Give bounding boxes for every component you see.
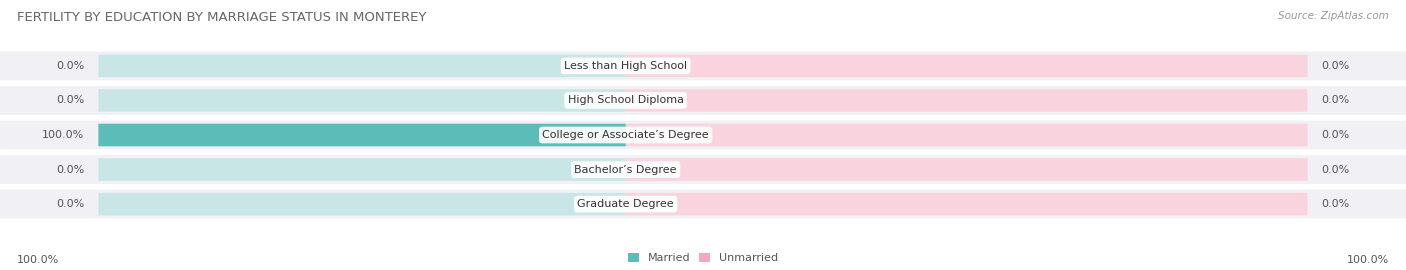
Text: 100.0%: 100.0%: [17, 255, 59, 265]
Text: 0.0%: 0.0%: [56, 61, 84, 71]
FancyBboxPatch shape: [98, 89, 626, 112]
Text: High School Diploma: High School Diploma: [568, 95, 683, 106]
Text: 0.0%: 0.0%: [1322, 164, 1350, 175]
Text: FERTILITY BY EDUCATION BY MARRIAGE STATUS IN MONTEREY: FERTILITY BY EDUCATION BY MARRIAGE STATU…: [17, 11, 426, 24]
Text: 0.0%: 0.0%: [1322, 61, 1350, 71]
FancyBboxPatch shape: [98, 124, 626, 146]
FancyBboxPatch shape: [98, 158, 626, 181]
Text: Less than High School: Less than High School: [564, 61, 688, 71]
Text: 0.0%: 0.0%: [56, 95, 84, 106]
FancyBboxPatch shape: [0, 86, 1406, 115]
Text: Bachelor’s Degree: Bachelor’s Degree: [575, 164, 676, 175]
FancyBboxPatch shape: [0, 121, 1406, 149]
FancyBboxPatch shape: [626, 193, 1308, 215]
Text: 0.0%: 0.0%: [56, 164, 84, 175]
FancyBboxPatch shape: [626, 158, 1308, 181]
Text: 100.0%: 100.0%: [42, 130, 84, 140]
FancyBboxPatch shape: [626, 55, 1308, 77]
Text: College or Associate’s Degree: College or Associate’s Degree: [543, 130, 709, 140]
Text: 0.0%: 0.0%: [1322, 130, 1350, 140]
Text: 0.0%: 0.0%: [1322, 95, 1350, 106]
FancyBboxPatch shape: [626, 124, 1308, 146]
Text: 100.0%: 100.0%: [1347, 255, 1389, 265]
Text: Source: ZipAtlas.com: Source: ZipAtlas.com: [1278, 11, 1389, 21]
Legend: Married, Unmarried: Married, Unmarried: [623, 248, 783, 268]
Text: Graduate Degree: Graduate Degree: [578, 199, 673, 209]
FancyBboxPatch shape: [98, 55, 626, 77]
FancyBboxPatch shape: [98, 193, 626, 215]
Text: 0.0%: 0.0%: [56, 199, 84, 209]
FancyBboxPatch shape: [0, 155, 1406, 184]
FancyBboxPatch shape: [0, 190, 1406, 218]
FancyBboxPatch shape: [0, 52, 1406, 80]
FancyBboxPatch shape: [626, 89, 1308, 112]
FancyBboxPatch shape: [98, 124, 626, 146]
Text: 0.0%: 0.0%: [1322, 199, 1350, 209]
